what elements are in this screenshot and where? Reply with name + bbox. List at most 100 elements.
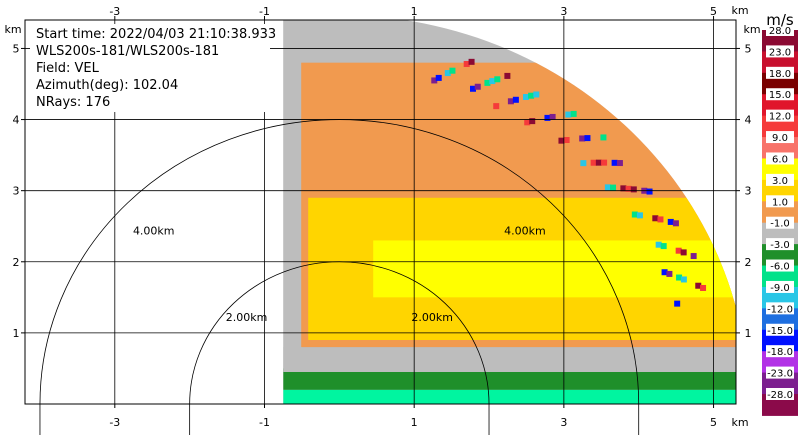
colorbar-label: 9.0 — [772, 133, 788, 144]
y-tick-label-right: 2 — [745, 256, 752, 269]
noise-pixel — [431, 77, 438, 84]
range-rings: 2.00km 2.00km 4.00km 4.00km — [39, 119, 640, 435]
noise-pixel — [675, 247, 682, 254]
colorbar-label: -15.0 — [767, 326, 793, 337]
noise-pixel — [549, 113, 556, 120]
noise-pixel — [674, 300, 681, 307]
y-tick-label-right: 3 — [745, 185, 752, 198]
x-tick-label-bottom: 1 — [411, 416, 418, 429]
colorbar-label-bg — [766, 45, 794, 58]
noise-pixel — [661, 269, 668, 276]
start-time-text: Start time: 2022/04/03 21:10:38.933 — [36, 27, 276, 42]
noise-pixel — [474, 83, 481, 90]
noise-pixel — [522, 94, 529, 101]
colorbar-label: -3.0 — [770, 240, 790, 251]
y-tick-label-left: 2 — [13, 256, 20, 269]
noise-pixel — [636, 212, 643, 219]
y-tick-label-left: 5 — [13, 42, 20, 55]
noise-pixel — [563, 137, 570, 144]
y-tick-label-right: 5 — [745, 42, 752, 55]
velocity-band — [283, 347, 736, 372]
noise-pixel — [507, 98, 514, 105]
y-tick-label-right: 4 — [745, 114, 752, 127]
y-tick-label-left: 3 — [13, 185, 20, 198]
colorbar-label-bg — [766, 238, 794, 251]
noise-pixel — [512, 96, 519, 103]
noise-pixel — [604, 184, 611, 191]
noise-pixel — [700, 284, 707, 291]
colorbar-label: 15.0 — [769, 90, 791, 101]
noise-pixel — [646, 188, 653, 195]
noise-pixel — [695, 282, 702, 289]
noise-pixel — [625, 185, 632, 192]
noise-pixel — [666, 270, 673, 277]
noise-pixel — [584, 135, 591, 142]
colorbar-label-bg — [766, 195, 794, 208]
noise-pixel — [680, 249, 687, 256]
noise-pixel — [484, 79, 491, 86]
noise-pixel — [579, 135, 586, 142]
plot-frame — [24, 19, 737, 405]
x-tick-label-top: 1 — [411, 5, 418, 18]
velocity-band — [373, 240, 736, 298]
noise-pixel — [601, 159, 608, 166]
colorbar-label: -9.0 — [770, 283, 790, 294]
instrument-text: WLS200s-181/WLS200s-181 — [36, 44, 219, 59]
y-tick-label-right: 1 — [745, 327, 752, 340]
noise-pixel — [570, 110, 577, 117]
noise-pixel — [676, 274, 683, 281]
colorbar: 28.0 23.0 18.0 15.0 12.0 9.0 6.0 3.0 1.0 -1.0 -3.0… — [762, 24, 798, 416]
noise-pixel — [524, 119, 531, 126]
noise-pixel — [489, 78, 496, 85]
axis-labels: -3 -3 -1 -1 1 1 3 3 5 5 1 1 2 2 3 3 4 4 5 5 km km km km — [4, 4, 760, 429]
colorbar-label-bg — [766, 323, 794, 336]
noise-pixel — [630, 186, 637, 193]
noise-pixel — [533, 91, 540, 98]
colorbar-label: 6.0 — [772, 154, 788, 165]
colorbar-label-bg — [766, 88, 794, 101]
y-unit-left: km — [4, 23, 21, 36]
colorbar-label-bg — [766, 66, 794, 79]
colorbar-label: 12.0 — [769, 112, 791, 123]
noise-pixel — [435, 74, 442, 81]
x-tick-label-bottom: 5 — [710, 416, 717, 429]
noise-pixel — [468, 58, 475, 65]
noise-pixel — [580, 160, 587, 167]
colorbar-label: -12.0 — [767, 304, 793, 315]
colorbar-label: 23.0 — [769, 47, 791, 58]
noise-pixel — [528, 92, 535, 99]
colorbar-label-bg — [766, 216, 794, 229]
velocity-band — [283, 368, 736, 390]
colorbar-label-bg — [766, 366, 794, 379]
velocity-band — [283, 389, 736, 404]
y-unit-right: km — [743, 23, 760, 36]
range-ring-label-right: 2.00km — [411, 311, 453, 324]
colorbar-label: 28.0 — [769, 26, 791, 37]
noise-pixel — [660, 243, 667, 250]
x-tick-label-top: -1 — [259, 5, 270, 18]
range-ring — [39, 119, 640, 435]
colorbar-label: -28.0 — [767, 390, 793, 401]
range-ring-label-left: 2.00km — [226, 311, 268, 324]
y-tick-label-left: 4 — [13, 114, 20, 127]
noise-pixel — [610, 184, 617, 191]
noise-pixel — [463, 60, 470, 67]
noise-pixel — [494, 76, 501, 83]
noise-pixel — [680, 276, 687, 283]
noise-pixel — [655, 241, 662, 248]
colorbar-label-bg — [766, 24, 794, 36]
noise-pixel — [529, 118, 536, 125]
azimuth-text: Azimuth(deg): 102.04 — [36, 78, 178, 93]
noise-pixel — [620, 185, 627, 192]
noise-pixel — [504, 72, 511, 79]
noise-pixel — [652, 215, 659, 222]
noise-pixel — [444, 70, 451, 77]
colorbar-label-bg — [766, 280, 794, 293]
x-tick-label-top: 5 — [710, 5, 717, 18]
x-unit-top: km — [731, 4, 748, 17]
x-tick-label-bottom: -3 — [109, 416, 120, 429]
noise-pixel — [493, 103, 500, 110]
range-ring — [189, 261, 490, 435]
colorbar-label: -23.0 — [767, 369, 793, 380]
